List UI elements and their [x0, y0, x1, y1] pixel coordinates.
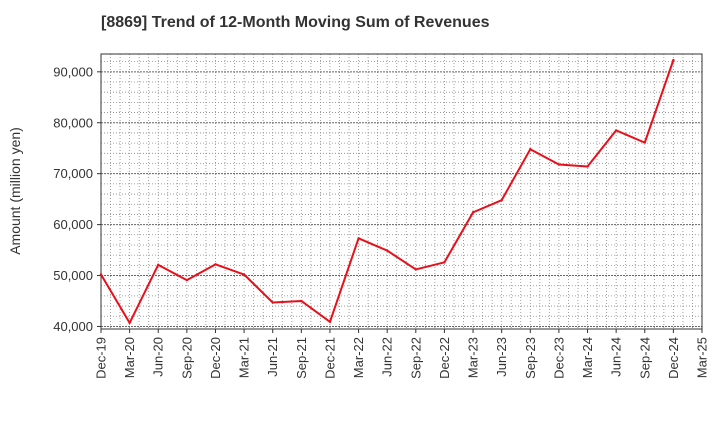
data-point — [586, 165, 589, 168]
x-tick-label: Jun-22 — [380, 337, 395, 377]
x-tick-label: Dec-20 — [208, 337, 223, 379]
data-point — [471, 211, 475, 214]
series — [99, 58, 675, 325]
x-tick-label: Dec-21 — [322, 337, 337, 379]
data-point — [214, 263, 217, 266]
chart-title: [8869] Trend of 12-Month Moving Sum of R… — [101, 14, 490, 31]
y-axis-title: Amount (million yen) — [7, 127, 23, 255]
data-point — [557, 163, 561, 166]
data-point — [271, 301, 274, 304]
x-tick-label: Dec-19 — [94, 337, 109, 379]
y-tick-label: 60,000 — [53, 217, 93, 232]
x-tick-label: Mar-23 — [466, 337, 481, 378]
data-point — [357, 237, 360, 240]
x-axis: Dec-19 Mar-20 Jun-20 Sep-20 Dec-20 Mar-21 Jun-… — [94, 329, 710, 379]
data-point — [643, 141, 646, 144]
y-tick-label: 40,000 — [53, 319, 93, 334]
x-tick-label: Sep-23 — [523, 337, 538, 379]
x-tick-label: Mar-22 — [351, 337, 366, 378]
data-point — [529, 148, 532, 151]
data-point — [500, 198, 503, 202]
y-tick-label: 80,000 — [53, 115, 93, 130]
y-tick-label: 70,000 — [53, 166, 93, 181]
data-point — [99, 273, 103, 276]
data-point — [185, 278, 189, 282]
y-tick-label: 90,000 — [53, 64, 93, 79]
grid — [101, 54, 702, 329]
x-tick-label: Jun-24 — [609, 337, 624, 377]
x-tick-label: Mar-24 — [580, 337, 595, 378]
x-tick-label: Sep-22 — [408, 337, 423, 379]
x-tick-label: Dec-23 — [551, 337, 566, 379]
y-axis: 40,000 50,000 60,000 70,000 80,000 90,000 — [53, 64, 101, 334]
x-tick-label: Jun-21 — [265, 337, 280, 377]
plot-area — [100, 53, 703, 330]
data-point — [128, 321, 131, 325]
data-point — [328, 320, 332, 324]
data-point — [443, 261, 446, 264]
x-tick-label: Dec-24 — [666, 337, 681, 379]
data-point — [414, 268, 418, 271]
data-point — [385, 249, 389, 252]
data-point — [242, 273, 246, 276]
y-tick-label: 50,000 — [53, 268, 93, 283]
data-point — [300, 299, 303, 303]
x-tick-label: Dec-22 — [437, 337, 452, 379]
x-tick-label: Mar-20 — [122, 337, 137, 378]
x-tick-label: Sep-20 — [179, 337, 194, 379]
x-tick-label: Sep-24 — [637, 337, 652, 379]
x-tick-label: Mar-21 — [237, 337, 252, 378]
x-tick-label: Mar-25 — [695, 337, 710, 378]
x-tick-label: Jun-20 — [151, 337, 166, 377]
data-point — [614, 129, 618, 132]
x-tick-label: Jun-23 — [494, 337, 509, 377]
data-point — [672, 58, 675, 62]
data-point — [157, 263, 160, 267]
x-tick-label: Sep-21 — [294, 337, 309, 379]
